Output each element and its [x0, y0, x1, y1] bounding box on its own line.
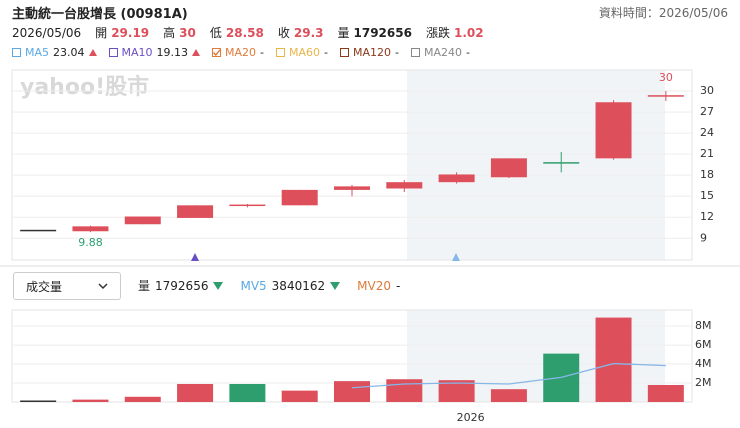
y-tick-label: 4M: [695, 357, 712, 370]
checkbox[interactable]: [276, 48, 286, 57]
candle-body: [543, 162, 580, 164]
volume-bar: [334, 381, 370, 402]
trend-down: [330, 281, 341, 290]
quote-value: 28.58: [225, 25, 264, 40]
quote-label: 漲跌: [425, 26, 450, 40]
ma-value: -: [395, 46, 400, 59]
ma-name: MA120: [353, 46, 392, 59]
y-tick-label: 15: [700, 189, 714, 202]
legend-name: MV5: [240, 278, 267, 293]
watermark: yahoo!股市: [20, 74, 149, 100]
y-tick-label: 18: [700, 168, 714, 181]
quote-value: 1792656: [353, 25, 412, 40]
ma-name: MA20: [225, 46, 257, 59]
legend-value: 3840162: [271, 278, 326, 293]
y-tick-label: 24: [700, 126, 714, 139]
ma-legend: MA5 23.04 MA10 19.13 MA20- MA60- MA120- MA240-: [12, 46, 470, 59]
y-tick-label: 12: [700, 210, 714, 223]
candle-body: [124, 216, 161, 225]
ma-value: 19.13: [156, 46, 189, 59]
mv-line: [351, 362, 666, 389]
title: 主動統一台股增長 (00981A): [12, 7, 188, 22]
signal-marker: [191, 253, 199, 261]
candle-body: [438, 174, 475, 183]
quote-value: 29.3: [293, 25, 324, 40]
volume-bar: [647, 384, 684, 402]
volume-bar: [72, 399, 109, 402]
ma-name: MA60: [289, 46, 321, 59]
volume-bar: [20, 400, 57, 402]
data-time: 資料時間：2026/05/06: [598, 6, 728, 20]
x-tick-label: 2026: [457, 411, 485, 424]
y-tick-label: 30: [700, 84, 714, 97]
checkbox[interactable]: [108, 48, 118, 57]
trend-up: [88, 49, 97, 56]
y-tick-label: 21: [700, 147, 714, 160]
check: [213, 49, 221, 57]
y-tick-label: 6M: [695, 338, 712, 351]
ma-value: -: [324, 46, 329, 59]
checkbox[interactable]: [212, 48, 222, 57]
checkbox[interactable]: [12, 48, 21, 57]
chevron: [98, 283, 108, 290]
quote-label: 高: [163, 26, 176, 40]
candle-body: [229, 204, 266, 207]
quote-value: 1.02: [453, 25, 484, 40]
trend-up: [192, 49, 201, 56]
checkbox[interactable]: [411, 48, 421, 57]
legend-value: -: [395, 278, 401, 293]
ma-value: -: [466, 46, 471, 59]
ma-name: MA240: [424, 46, 463, 59]
shade: [407, 70, 665, 260]
y-tick-label: 9: [700, 231, 707, 244]
quote-label: 量: [337, 26, 350, 40]
low-label: 9.88: [78, 236, 103, 249]
quote-label: 收: [277, 26, 290, 40]
volume-bar: [124, 396, 161, 402]
ma-value: 23.04: [53, 46, 85, 59]
y-tick-label: 2M: [695, 376, 712, 389]
candle-body: [595, 102, 632, 159]
candle-body: [386, 182, 423, 189]
checkbox[interactable]: [340, 48, 350, 57]
volume-bar: [438, 380, 475, 402]
volume-bar: [595, 317, 632, 402]
volume-bar: [386, 379, 423, 402]
quote-value: 29.19: [111, 25, 150, 40]
date: 2026/05/06: [12, 25, 82, 40]
legend-name: 量: [138, 279, 151, 293]
volume-legend: 量 1792656 MV5 3840162 MV20-: [138, 277, 400, 294]
volume-bar: [229, 383, 266, 402]
ma-value: -: [260, 46, 265, 59]
volume-bar: [490, 389, 527, 402]
volume-bar: [281, 390, 318, 402]
high-label: 30: [659, 71, 673, 84]
candle-body: [20, 229, 57, 232]
candle-body: [281, 189, 318, 206]
quote-value: 30: [179, 25, 196, 40]
signal-marker: [452, 253, 460, 261]
ma-name: MA10: [121, 46, 153, 59]
candle-body: [177, 205, 214, 218]
volume-dropdown[interactable]: 成交量: [13, 272, 121, 300]
candle-body: [490, 158, 527, 178]
volume-bar: [177, 383, 214, 402]
candle-body: [647, 95, 684, 97]
candle-body: [334, 186, 370, 190]
ma-name: MA5: [25, 46, 50, 59]
quote-label: 低: [209, 26, 222, 40]
y-tick-label: 8M: [695, 319, 712, 332]
quote-label: 開: [95, 26, 108, 40]
candle-body: [72, 226, 109, 232]
quote-row: 2026/05/06 開 29.19 高 30 低 28.58 收 29.3 量 1792656 漲跌…: [12, 24, 494, 41]
legend-value: 1792656: [155, 278, 209, 293]
y-tick-label: 27: [700, 105, 714, 118]
plot-frame: [11, 69, 693, 261]
legend-name: MV20: [357, 278, 391, 293]
trend-down: [213, 281, 224, 290]
dropdown-label: 成交量: [26, 279, 63, 294]
